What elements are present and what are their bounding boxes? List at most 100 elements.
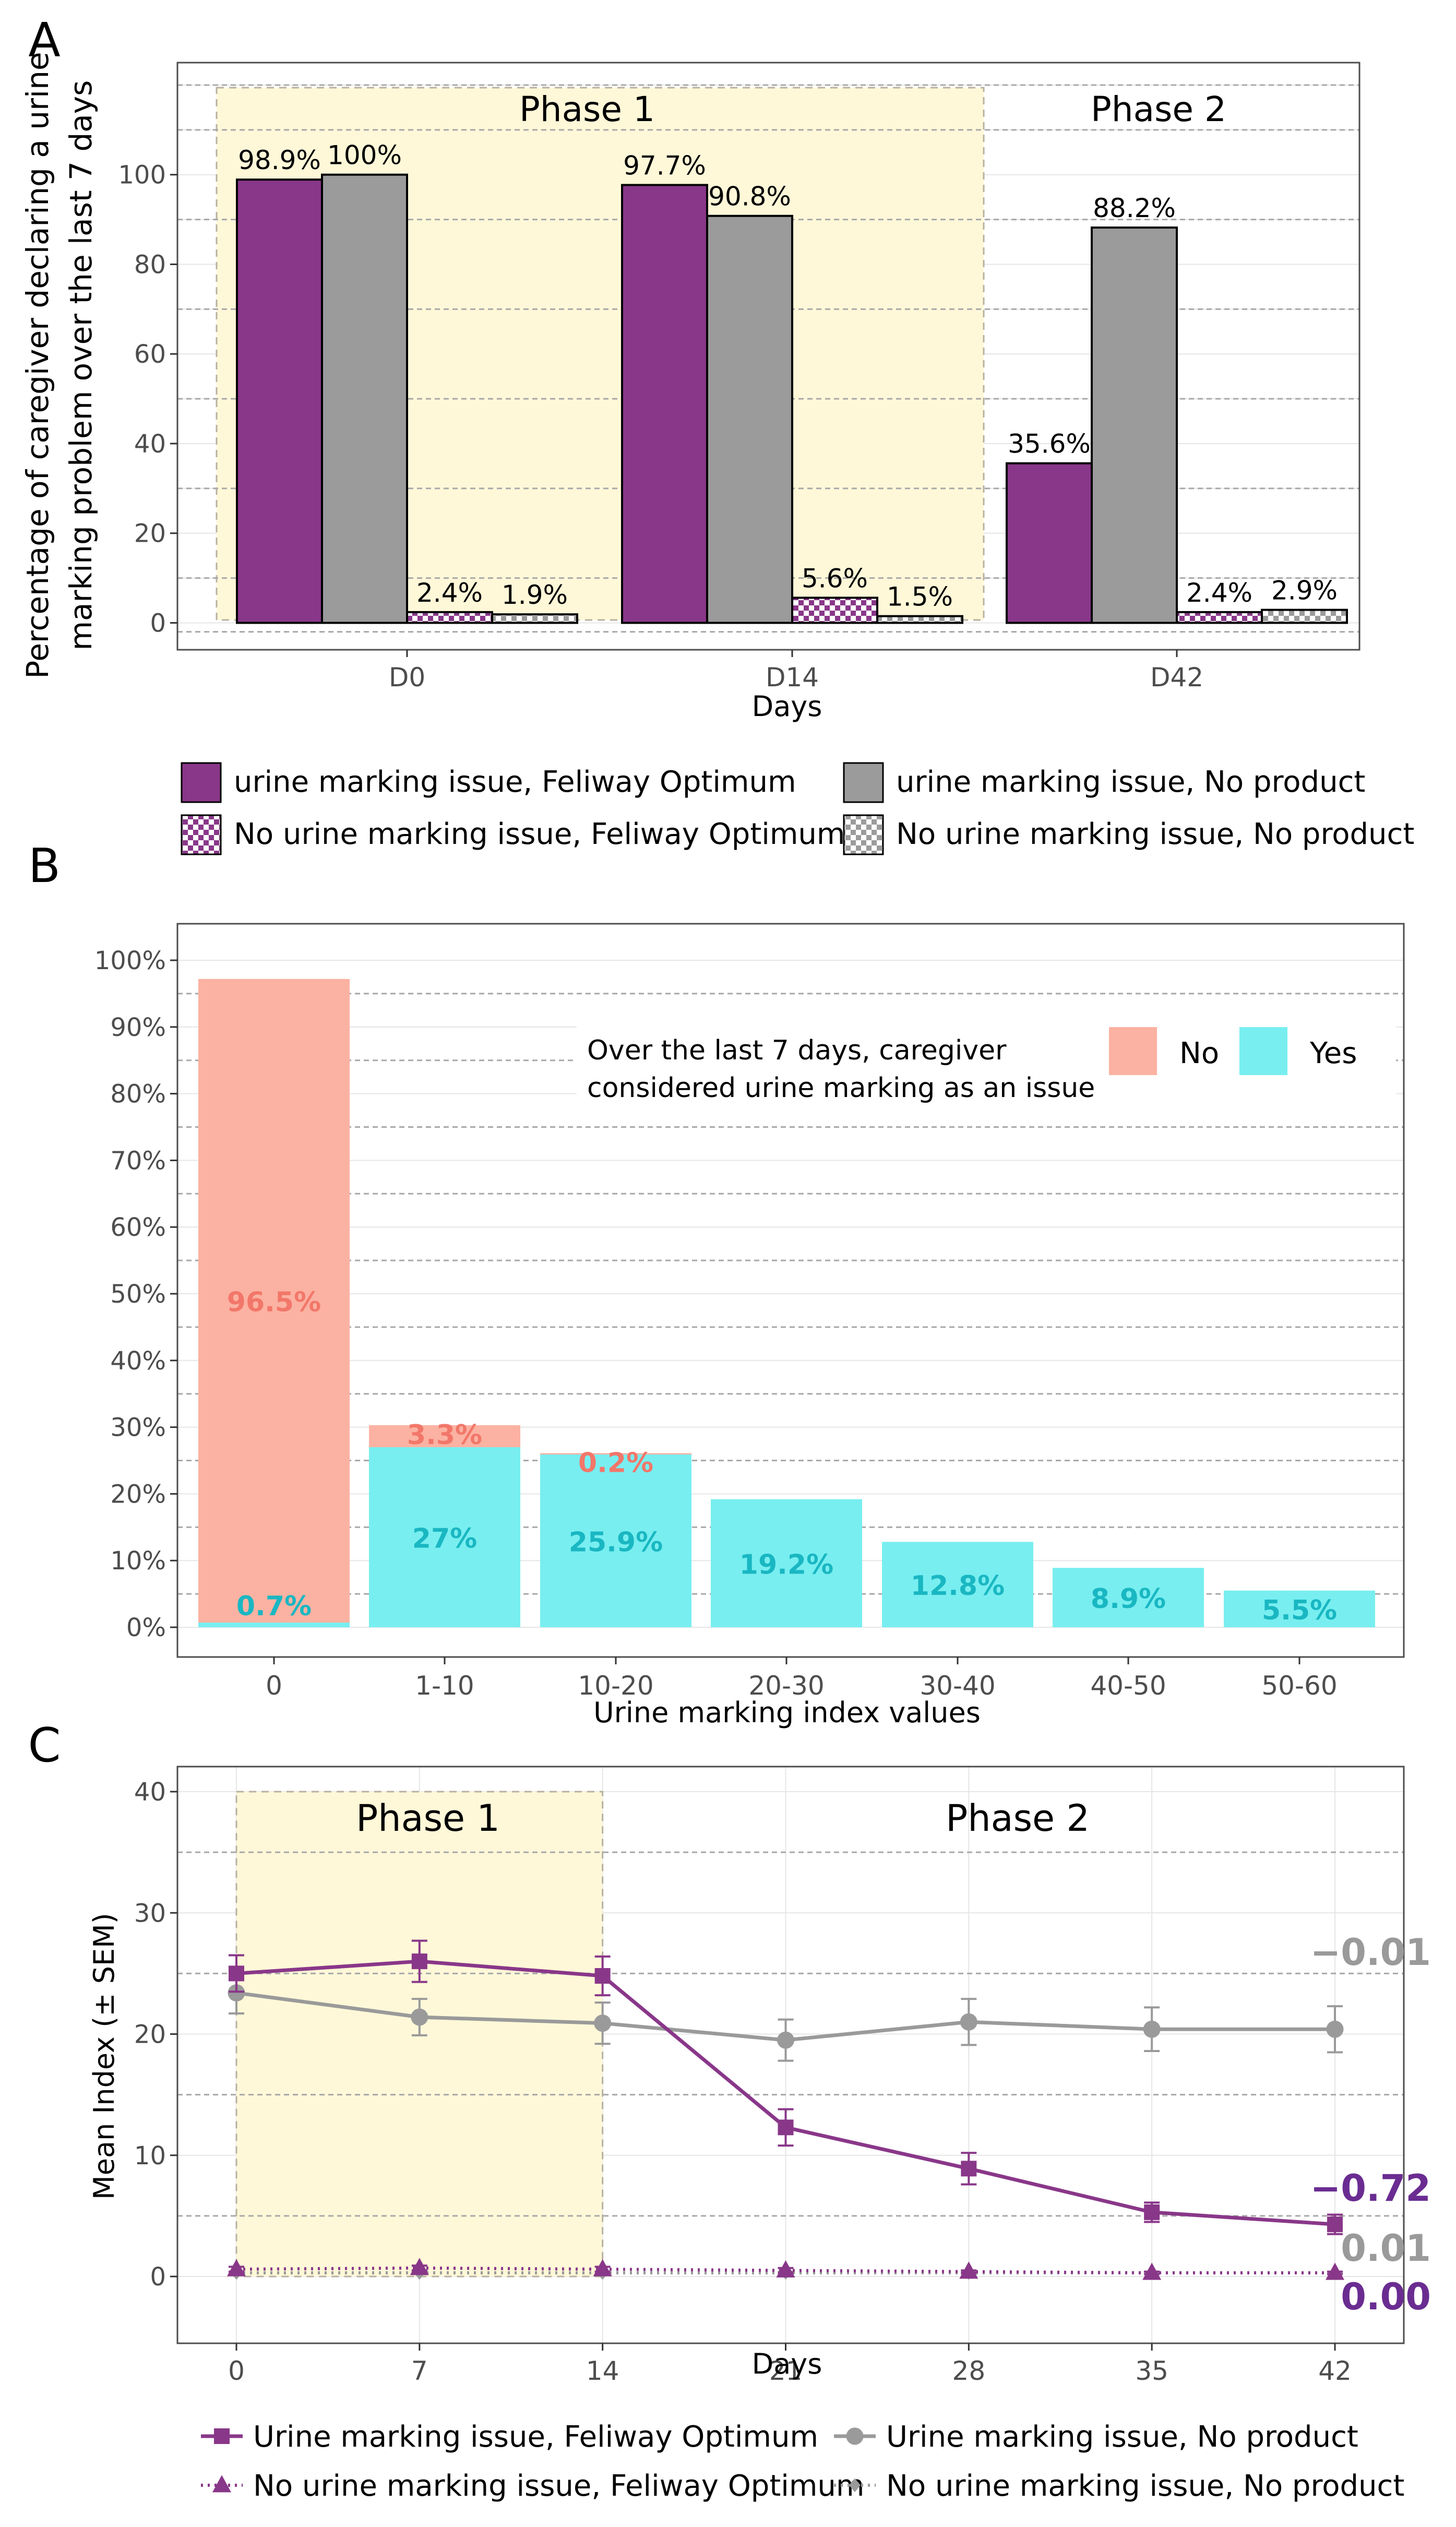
y-tick-label: 20 (134, 519, 166, 549)
bar-no-issue-feliway (791, 597, 878, 624)
point-issue-feliway (1327, 2216, 1343, 2233)
y-tick-label: 40% (110, 1346, 166, 1376)
x-tick-label: 0 (228, 2356, 245, 2386)
point-issue-no-product (228, 1984, 245, 2002)
bar-value-label: 1.9% (502, 580, 568, 610)
bar-issue-no-product (321, 173, 408, 624)
bar-no-issue-no-product (491, 613, 578, 624)
bar-value-label: 97.7% (623, 150, 706, 181)
bar-no-label: 0.2% (578, 1447, 653, 1479)
bar-yes (198, 1623, 350, 1627)
panel-label-b: B (28, 839, 61, 893)
legend-key-no (1109, 1027, 1157, 1075)
point-issue-feliway (594, 1968, 611, 1984)
bar-value-label: 2.9% (1271, 576, 1338, 606)
legend-label: No urine marking issue, No product (886, 2469, 1404, 2503)
bar-issue-feliway (236, 178, 323, 624)
x-axis-title: Urine marking index values (593, 1696, 981, 1729)
x-tick-label: 30-40 (920, 1671, 995, 1701)
x-tick-label: 35 (1135, 2356, 1168, 2386)
x-tick-label: 10-20 (578, 1671, 653, 1701)
point-no-issue-feliway (593, 2259, 612, 2276)
bar-issue-feliway (621, 184, 708, 624)
bar-issue-no-product (706, 214, 793, 624)
bar-value-label: 2.4% (416, 578, 483, 608)
y-tick-label: 40 (134, 1778, 166, 1807)
bar-yes (540, 1454, 691, 1627)
phase-1-label: Phase 1 (356, 1797, 500, 1840)
y-tick-label: 60% (110, 1213, 166, 1242)
panel-a: Phase 1 Phase 2 0 20 40 60 80 100 98.9% 100% 2.4% 1… (20, 13, 1414, 855)
bar-issue-no-product (1091, 227, 1178, 624)
legend-label: urine marking issue, No product (896, 765, 1365, 799)
bar-yes (369, 1447, 520, 1627)
point-issue-no-product (777, 2031, 794, 2049)
y-tick-label: 50% (110, 1280, 166, 1309)
bar-yes-label: 0.7% (236, 1591, 312, 1622)
y-tick-label: 90% (110, 1013, 166, 1042)
point-no-issue-feliway (1142, 2262, 1162, 2280)
point-issue-no-product (1326, 2020, 1344, 2038)
x-tick-label: 20-30 (748, 1671, 824, 1701)
phase-1-label: Phase 1 (519, 89, 655, 129)
end-label-no-issue-no-product: 0.01 (1341, 2227, 1431, 2270)
panel-label-a: A (28, 13, 61, 68)
bar-value-label: 5.6% (802, 563, 868, 593)
panel-b: 0% 10% 20% 30% 40% 50% 60% 70% 80% 90% 100% 0 0.7% 96… (28, 839, 1405, 1729)
bar-no-issue-feliway (1176, 611, 1263, 624)
x-axis-title: Days (752, 690, 822, 723)
legend-label-yes: Yes (1309, 1036, 1357, 1070)
legend-marker (212, 2475, 231, 2493)
plot-border (176, 1766, 1405, 2344)
y-tick-label: 10 (134, 2141, 166, 2171)
bar-value-label: 1.5% (887, 582, 953, 612)
x-tick-label: 28 (952, 2356, 986, 2386)
end-label-issue-no-product: −0.01 (1310, 1931, 1431, 1974)
point-issue-feliway (778, 2119, 794, 2136)
x-tick-label: D42 (1150, 662, 1203, 693)
bar-yes (711, 1499, 862, 1627)
point-issue-no-product (1143, 2020, 1161, 2038)
point-no-issue-feliway (227, 2259, 246, 2276)
legend-title-line1: Over the last 7 days, caregiver (587, 1035, 1007, 1066)
point-issue-feliway (961, 2161, 977, 2177)
bar-no (540, 1453, 691, 1455)
phase-2-label: Phase 2 (1091, 89, 1226, 129)
x-tick-label: D0 (389, 662, 425, 693)
y-tick-label: 30% (110, 1413, 166, 1443)
bar-yes-label: 25.9% (569, 1527, 663, 1558)
y-tick-label: 10% (110, 1546, 166, 1576)
bar-yes-label: 27% (412, 1523, 477, 1554)
y-tick-label: 60 (134, 340, 166, 369)
panel-c: Phase 1 Phase 2 0 10 20 30 40 0 7 14 21 28 35 42 Days M… (28, 1718, 1431, 2503)
bar-value-label: 100% (327, 140, 402, 171)
panel-label-c: C (28, 1718, 61, 1773)
x-tick-label: 40-50 (1090, 1671, 1166, 1701)
bar-yes-label: 19.2% (739, 1549, 833, 1580)
bar-no-issue-no-product (1261, 609, 1348, 624)
legend-label: Urine marking issue, No product (886, 2420, 1358, 2454)
x-axis-title: Days (752, 2347, 822, 2380)
x-tick-label: 14 (586, 2356, 619, 2386)
bar-value-label: 90.8% (708, 182, 791, 212)
y-tick-label: 40 (134, 430, 166, 459)
point-no-issue-feliway (959, 2261, 978, 2279)
legend-label-no: No (1179, 1036, 1219, 1070)
phase-2-label: Phase 2 (946, 1797, 1090, 1840)
y-tick-label: 20% (110, 1480, 166, 1509)
bar-no (198, 979, 350, 1623)
point-issue-no-product (594, 2015, 612, 2032)
legend-label: Urine marking issue, Feliway Optimum (253, 2420, 818, 2454)
y-axis-title: Mean Index (± SEM) (88, 1913, 121, 2200)
point-no-issue-feliway (410, 2258, 429, 2275)
y-tick-label: 80% (110, 1080, 166, 1109)
legend-key (181, 814, 222, 855)
bar-value-label: 98.9% (238, 145, 321, 175)
bar-no-label: 3.3% (407, 1420, 482, 1451)
y-tick-label: 0 (150, 2262, 166, 2292)
point-issue-feliway (1144, 2204, 1160, 2220)
y-tick-label: 20 (134, 2020, 166, 2049)
y-axis-title-line2: marking problem over the last 7 days (63, 80, 99, 651)
bar-no-issue-feliway (406, 611, 493, 624)
